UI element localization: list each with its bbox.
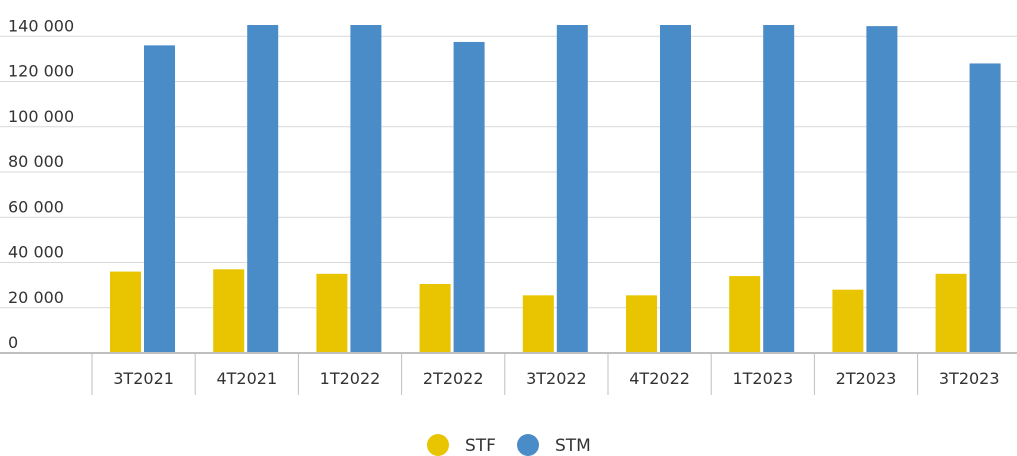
bar-stm (453, 41, 485, 354)
bar-stf (832, 289, 864, 353)
y-tick-label: 20 000 (8, 288, 64, 307)
bar-stf (935, 273, 967, 353)
y-tick-label: 60 000 (8, 197, 64, 216)
x-axis: 3T2021 4T2021 1T2022 2T2022 3T2022 4T2022 1T20… (0, 352, 1017, 395)
bar-stf (213, 269, 245, 353)
x-tick-label: 4T2021 (216, 369, 277, 388)
y-tick-label: 40 000 (8, 243, 64, 262)
x-tick-label: 3T2023 (939, 369, 1000, 388)
bars (110, 25, 1001, 354)
y-axis: 0 20 000 40 000 60 000 80 000 100 000 120 000 1… (8, 16, 74, 352)
bar-stm (969, 63, 1001, 354)
legend-item: STF (427, 434, 496, 456)
x-tick-label: 1T2023 (732, 369, 793, 388)
bar-stf (729, 276, 761, 353)
x-tick-label: 1T2022 (320, 369, 381, 388)
x-tick-label: 2T2022 (423, 369, 484, 388)
legend-item: STM (517, 434, 591, 456)
bar-stm (866, 26, 898, 353)
y-tick-label: 80 000 (8, 152, 64, 171)
x-tick-label: 3T2022 (526, 369, 587, 388)
legend-label: STM (555, 436, 591, 456)
y-tick-label: 0 (8, 333, 18, 352)
y-tick-label: 140 000 (8, 16, 74, 35)
bar-stf (522, 295, 554, 353)
bar-stm (660, 25, 691, 353)
bar-stf (316, 273, 348, 353)
y-tick-label: 120 000 (8, 62, 74, 81)
x-tick-label: 4T2022 (629, 369, 690, 388)
x-tick-label: 2T2023 (836, 369, 897, 388)
legend-marker (517, 434, 539, 456)
bar-stm (763, 25, 795, 353)
legend: STF STM (427, 434, 591, 456)
x-tick-label: 3T2021 (113, 369, 174, 388)
bar-stf (110, 271, 141, 353)
legend-label: STF (465, 436, 496, 456)
bar-stf (419, 284, 451, 353)
bar-stm (556, 25, 588, 353)
bar-stf (626, 295, 657, 353)
y-tick-label: 100 000 (8, 107, 74, 126)
bar-stm (247, 25, 279, 353)
bar-stm (144, 45, 175, 354)
bar-stm (350, 25, 382, 353)
legend-marker (427, 434, 449, 456)
